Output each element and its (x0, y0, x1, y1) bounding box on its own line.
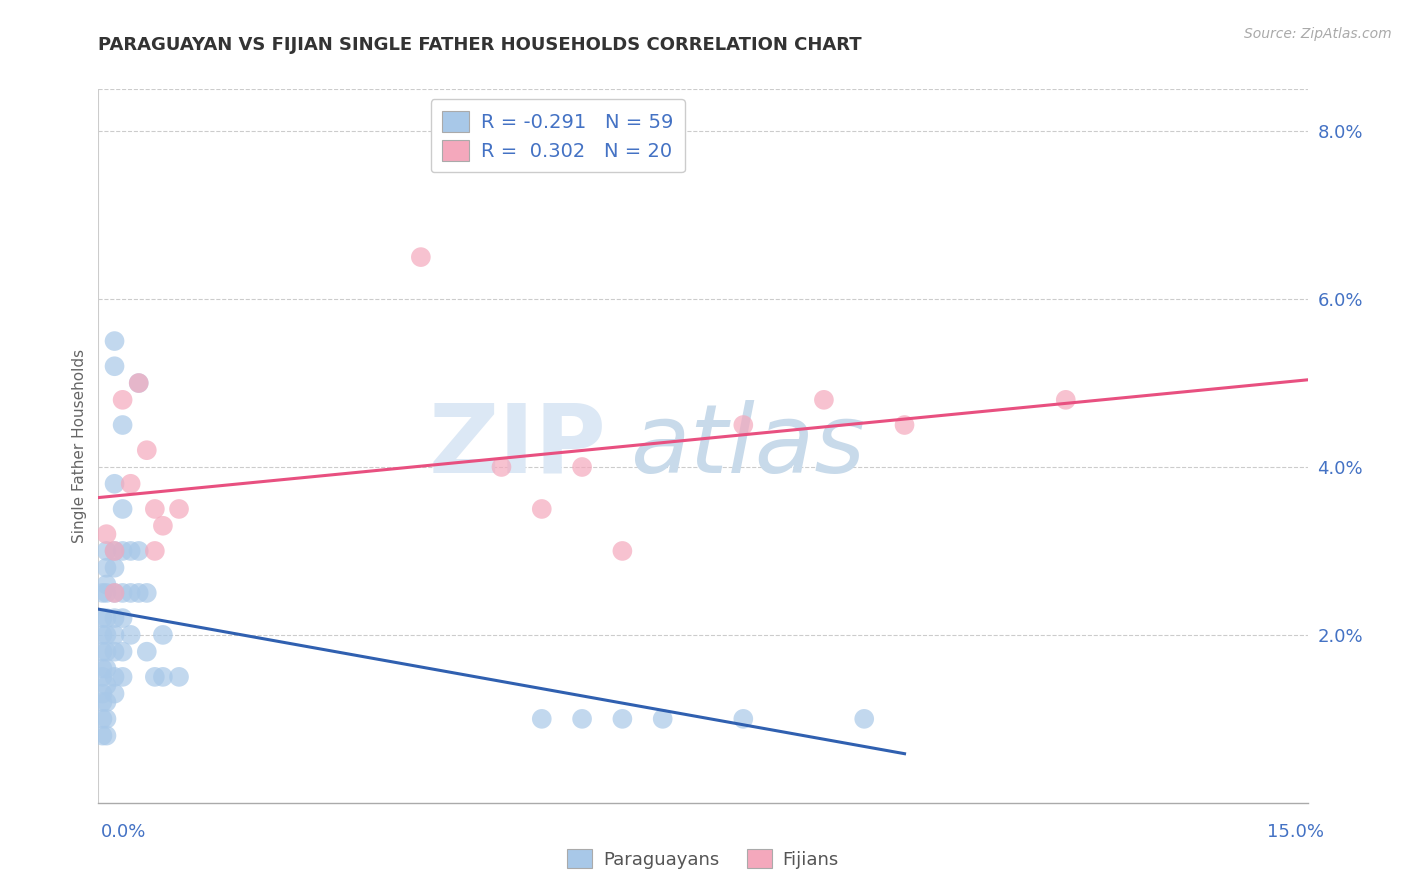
Point (91, 661, 114, 675)
Point (571, 460, 593, 475)
Point (91, 645, 114, 659)
Point (96, 628, 118, 642)
Point (152, 518, 174, 533)
Point (853, 712, 876, 726)
Point (152, 628, 174, 642)
Point (91, 586, 114, 600)
Point (530, 712, 553, 726)
Point (128, 586, 150, 600)
Point (135, 443, 157, 458)
Point (96, 712, 118, 726)
Point (103, 544, 125, 558)
Point (111, 586, 134, 600)
Point (96, 527, 118, 541)
Point (491, 460, 513, 475)
Point (103, 645, 125, 659)
Point (91, 729, 114, 743)
Point (111, 611, 134, 625)
Point (128, 376, 150, 390)
Point (167, 670, 190, 684)
Text: PARAGUAYAN VS FIJIAN SINGLE FATHER HOUSEHOLDS CORRELATION CHART: PARAGUAYAN VS FIJIAN SINGLE FATHER HOUSE… (98, 36, 862, 54)
Point (120, 628, 142, 642)
Point (111, 544, 134, 558)
Point (91, 611, 114, 625)
Point (103, 586, 125, 600)
Point (103, 628, 125, 642)
Point (612, 544, 634, 558)
Text: atlas: atlas (630, 400, 866, 492)
Point (96, 645, 118, 659)
Point (111, 502, 134, 516)
Point (409, 250, 432, 264)
Point (120, 476, 142, 491)
Point (813, 392, 835, 407)
Point (893, 417, 915, 432)
Point (111, 417, 134, 432)
Point (103, 359, 125, 374)
Point (120, 586, 142, 600)
Point (96, 695, 118, 709)
Point (152, 670, 174, 684)
Point (103, 687, 125, 701)
Point (120, 544, 142, 558)
Point (111, 645, 134, 659)
Point (96, 544, 118, 558)
Point (96, 577, 118, 591)
Point (135, 586, 157, 600)
Point (103, 611, 125, 625)
Point (91, 712, 114, 726)
Point (91, 687, 114, 701)
Text: 15.0%: 15.0% (1267, 822, 1324, 840)
Point (103, 586, 125, 600)
Y-axis label: Single Father Households: Single Father Households (72, 349, 87, 543)
Point (651, 712, 673, 726)
Text: 0.0%: 0.0% (101, 822, 146, 840)
Point (103, 476, 125, 491)
Point (571, 712, 593, 726)
Text: ZIP: ZIP (429, 400, 606, 492)
Point (143, 502, 166, 516)
Point (103, 544, 125, 558)
Text: Source: ZipAtlas.com: Source: ZipAtlas.com (1244, 27, 1392, 41)
Point (128, 544, 150, 558)
Point (96, 729, 118, 743)
Point (96, 560, 118, 574)
Point (733, 712, 755, 726)
Point (111, 670, 134, 684)
Point (96, 661, 118, 675)
Point (733, 417, 755, 432)
Point (91, 628, 114, 642)
Legend: Paraguayans, Fijians: Paraguayans, Fijians (560, 841, 846, 876)
Point (96, 586, 118, 600)
Point (111, 392, 134, 407)
Point (143, 670, 166, 684)
Point (96, 611, 118, 625)
Point (103, 334, 125, 348)
Point (103, 560, 125, 574)
Point (167, 502, 190, 516)
Point (128, 376, 150, 390)
Point (143, 544, 166, 558)
Point (530, 502, 553, 516)
Point (1054, 392, 1077, 407)
Point (135, 645, 157, 659)
Point (96, 678, 118, 692)
Point (91, 670, 114, 684)
Point (612, 712, 634, 726)
Point (103, 670, 125, 684)
Point (91, 695, 114, 709)
